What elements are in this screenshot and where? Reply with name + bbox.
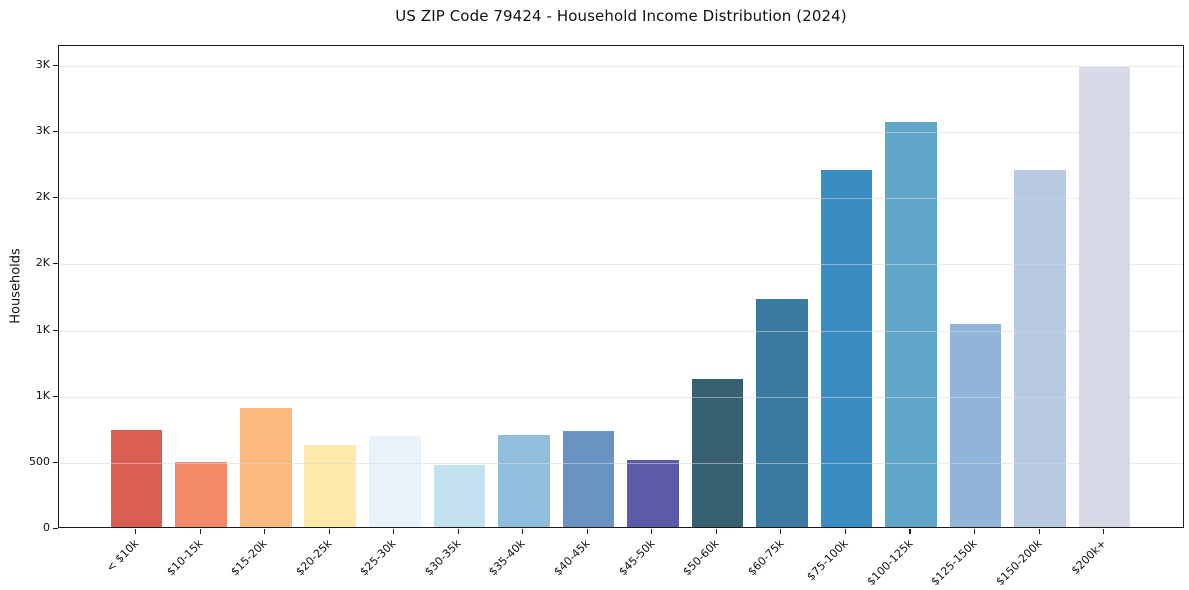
x-tick-label: $200k+ <box>1068 537 1109 578</box>
bar <box>562 431 615 527</box>
x-tick-mark <box>844 529 847 534</box>
chart-title: US ZIP Code 79424 - Household Income Dis… <box>395 7 847 25</box>
x-tick-mark <box>457 529 459 534</box>
x-tick-mark <box>651 529 653 534</box>
bar <box>175 461 227 527</box>
y-tick-label: 1K <box>35 322 50 336</box>
x-tick-label: $150-200k <box>993 537 1045 589</box>
x-tick-label: $45-50k <box>615 537 658 579</box>
x-tick-mark <box>1103 529 1105 534</box>
bar <box>110 430 163 527</box>
x-tick-mark <box>264 529 266 534</box>
x-tick-label: $30-35k <box>422 537 464 579</box>
y-tick-label: 3K <box>35 124 50 137</box>
gridline <box>59 65 1183 67</box>
y-tick-label: 0 <box>43 521 50 534</box>
gridline <box>59 330 1183 332</box>
x-tick-label: $100-125k <box>864 537 916 589</box>
y-tick-mark <box>53 64 58 66</box>
x-tick-mark <box>328 529 330 534</box>
x-tick-mark <box>199 529 201 534</box>
bar <box>756 299 808 527</box>
x-tick-mark <box>715 529 717 534</box>
y-tick-label: 500 <box>29 454 50 468</box>
x-tick-label: $10-15k <box>164 537 206 579</box>
y-tick-label: 2K <box>35 190 50 204</box>
x-tick-label: $40-45k <box>551 537 593 579</box>
gridline <box>59 396 1183 398</box>
gridline <box>59 264 1183 266</box>
x-tick-label: $15-20k <box>228 537 270 579</box>
x-tick-mark <box>586 529 588 534</box>
y-tick-mark <box>53 197 58 199</box>
bar <box>498 435 550 527</box>
bar <box>304 445 357 527</box>
plot-area <box>58 45 1184 528</box>
bar <box>949 323 1002 527</box>
bar <box>1078 67 1131 527</box>
y-tick-label: 1K <box>35 388 50 402</box>
x-tick-label: $20-25k <box>293 537 335 579</box>
x-tick-mark <box>135 529 137 534</box>
y-tick-label: 3K <box>35 57 50 71</box>
x-tick-label: $25-30k <box>357 537 400 579</box>
bar <box>368 436 421 527</box>
x-tick-label: < $10k <box>103 537 141 575</box>
x-tick-mark <box>973 529 976 534</box>
x-tick-label: $125-150k <box>928 537 980 589</box>
gridline <box>59 462 1183 464</box>
x-tick-label: $50-60k <box>680 537 722 579</box>
y-tick-mark <box>53 329 58 331</box>
bar <box>885 122 937 527</box>
bar <box>820 169 873 527</box>
x-tick-mark <box>393 529 395 534</box>
y-tick-label: 2K <box>35 256 50 270</box>
y-tick-mark <box>53 461 58 463</box>
y-tick-mark <box>53 131 58 133</box>
x-tick-mark <box>522 529 524 534</box>
y-tick-mark <box>53 528 58 530</box>
x-tick-label: $60-75k <box>744 537 787 579</box>
bar <box>627 460 679 527</box>
gridline <box>59 132 1183 133</box>
x-tick-mark <box>1038 529 1040 534</box>
y-tick-mark <box>53 263 58 265</box>
bar <box>1014 169 1066 527</box>
bar <box>239 407 292 527</box>
gridline <box>59 198 1183 200</box>
x-tick-label: $75-100k <box>804 537 851 584</box>
y-tick-mark <box>53 395 58 397</box>
bar <box>691 378 744 527</box>
x-tick-mark <box>780 529 782 534</box>
x-tick-label: $35-40k <box>486 537 529 579</box>
x-tick-mark <box>909 529 911 534</box>
bar <box>433 464 486 527</box>
